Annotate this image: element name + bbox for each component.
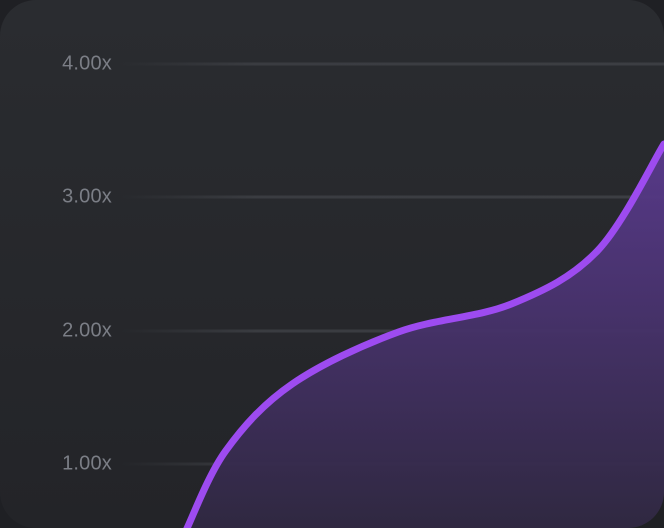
y-tick-label-3: 3.00x — [62, 185, 112, 208]
series-line — [183, 140, 664, 528]
series-area-fill — [187, 144, 664, 528]
gridline-4 — [120, 62, 664, 66]
y-tick-label-4: 4.00x — [62, 52, 112, 75]
y-tick-label-2: 2.00x — [62, 319, 112, 342]
gridline-3 — [120, 195, 664, 199]
y-tick-label-1: 1.00x — [62, 452, 112, 475]
